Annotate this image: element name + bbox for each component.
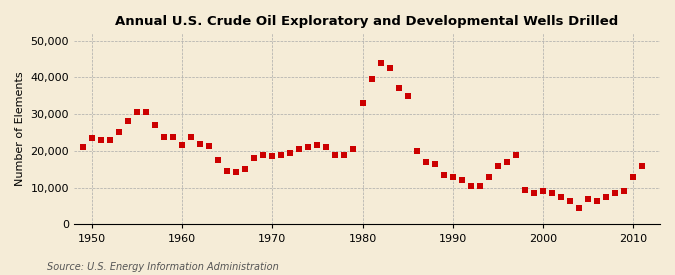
Point [339, 152, 350, 157]
Point [177, 143, 188, 148]
Point [240, 167, 250, 172]
Y-axis label: Number of Elements: Number of Elements [15, 72, 25, 186]
Point [321, 145, 332, 150]
Point [465, 184, 476, 188]
Point [384, 66, 395, 70]
Point [168, 135, 179, 139]
Point [574, 206, 585, 210]
Point [637, 163, 647, 168]
Point [421, 160, 431, 164]
Point [285, 151, 296, 155]
Point [502, 160, 512, 164]
Point [357, 101, 368, 105]
Point [86, 136, 97, 140]
Point [294, 147, 305, 151]
Point [438, 173, 449, 177]
Point [330, 152, 341, 157]
Point [483, 174, 494, 179]
Point [204, 144, 215, 148]
Point [105, 138, 115, 142]
Point [123, 119, 134, 123]
Point [519, 187, 530, 192]
Point [195, 141, 206, 146]
Point [411, 149, 422, 153]
Point [249, 156, 260, 161]
Point [348, 147, 359, 151]
Point [510, 152, 521, 157]
Point [591, 198, 602, 203]
Point [556, 195, 566, 199]
Point [213, 158, 223, 162]
Point [222, 169, 233, 173]
Point [113, 130, 124, 134]
Point [78, 145, 88, 150]
Point [429, 162, 440, 166]
Point [231, 170, 242, 174]
Point [547, 191, 558, 196]
Point [601, 195, 612, 199]
Point [610, 191, 620, 196]
Point [583, 197, 593, 201]
Point [312, 143, 323, 148]
Point [141, 109, 152, 114]
Point [537, 189, 548, 194]
Point [159, 135, 169, 139]
Title: Annual U.S. Crude Oil Exploratory and Developmental Wells Drilled: Annual U.S. Crude Oil Exploratory and De… [115, 15, 619, 28]
Point [150, 123, 161, 127]
Point [96, 138, 107, 142]
Point [564, 198, 575, 203]
Point [276, 152, 287, 157]
Point [402, 94, 413, 98]
Text: Source: U.S. Energy Information Administration: Source: U.S. Energy Information Administ… [47, 262, 279, 272]
Point [258, 152, 269, 157]
Point [375, 60, 386, 65]
Point [366, 77, 377, 81]
Point [448, 174, 458, 179]
Point [618, 189, 629, 194]
Point [456, 178, 467, 183]
Point [303, 145, 314, 150]
Point [267, 154, 278, 159]
Point [132, 110, 142, 115]
Point [475, 184, 485, 188]
Point [393, 86, 404, 91]
Point [628, 174, 639, 179]
Point [492, 163, 503, 168]
Point [186, 135, 196, 139]
Point [529, 191, 539, 196]
